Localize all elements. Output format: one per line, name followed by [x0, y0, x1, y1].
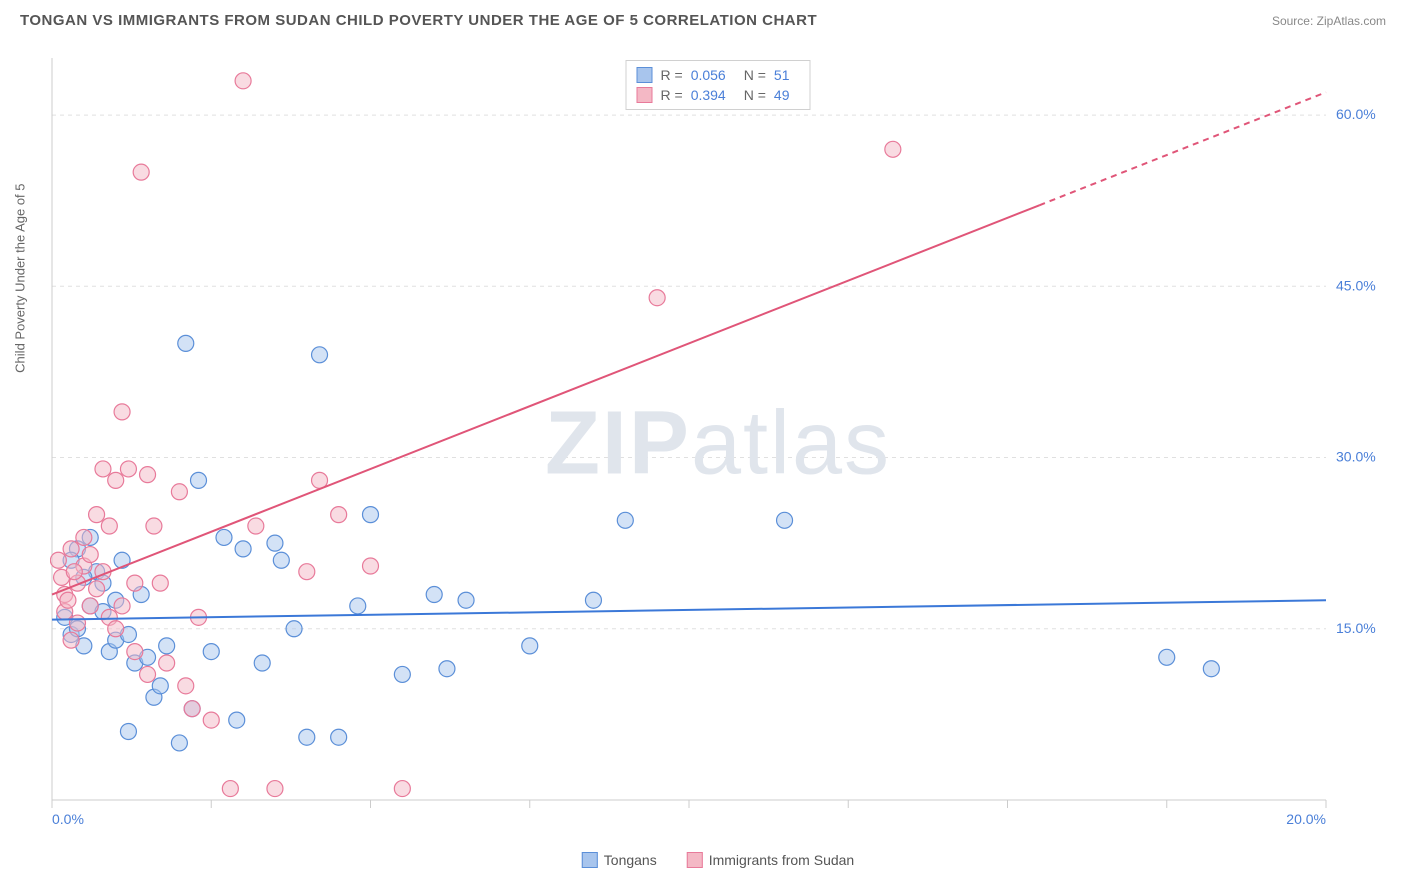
- n-value-sudan: 49: [774, 87, 790, 103]
- svg-text:0.0%: 0.0%: [52, 811, 84, 827]
- series-legend: Tongans Immigrants from Sudan: [582, 852, 854, 868]
- svg-text:60.0%: 60.0%: [1336, 106, 1376, 122]
- svg-text:15.0%: 15.0%: [1336, 620, 1376, 636]
- swatch-sudan: [637, 87, 653, 103]
- stats-row-sudan: R = 0.394 N = 49: [637, 85, 800, 105]
- legend-label-sudan: Immigrants from Sudan: [709, 852, 855, 868]
- n-label: N =: [744, 87, 766, 103]
- legend-item-tongans: Tongans: [582, 852, 657, 868]
- svg-text:45.0%: 45.0%: [1336, 277, 1376, 293]
- source-label: Source: ZipAtlas.com: [1272, 14, 1386, 28]
- r-label: R =: [661, 87, 683, 103]
- y-axis-label: Child Poverty Under the Age of 5: [13, 183, 28, 372]
- legend-label-tongans: Tongans: [604, 852, 657, 868]
- svg-text:30.0%: 30.0%: [1336, 449, 1376, 465]
- swatch-tongans: [582, 852, 598, 868]
- chart-title: TONGAN VS IMMIGRANTS FROM SUDAN CHILD PO…: [20, 12, 817, 29]
- header: TONGAN VS IMMIGRANTS FROM SUDAN CHILD PO…: [0, 0, 1406, 37]
- chart-area: Child Poverty Under the Age of 5 15.0%30…: [50, 50, 1386, 870]
- swatch-tongans: [637, 67, 653, 83]
- scatter-plot: 15.0% 30.0% 45.0% 60.0% 0.0% 20.0%: [50, 50, 1386, 840]
- n-value-tongans: 51: [774, 67, 790, 83]
- legend-item-sudan: Immigrants from Sudan: [687, 852, 855, 868]
- swatch-sudan: [687, 852, 703, 868]
- stats-legend: R = 0.056 N = 51 R = 0.394 N = 49: [626, 60, 811, 110]
- r-value-tongans: 0.056: [691, 67, 726, 83]
- stats-row-tongans: R = 0.056 N = 51: [637, 65, 800, 85]
- r-label: R =: [661, 67, 683, 83]
- n-label: N =: [744, 67, 766, 83]
- svg-text:20.0%: 20.0%: [1286, 811, 1326, 827]
- r-value-sudan: 0.394: [691, 87, 726, 103]
